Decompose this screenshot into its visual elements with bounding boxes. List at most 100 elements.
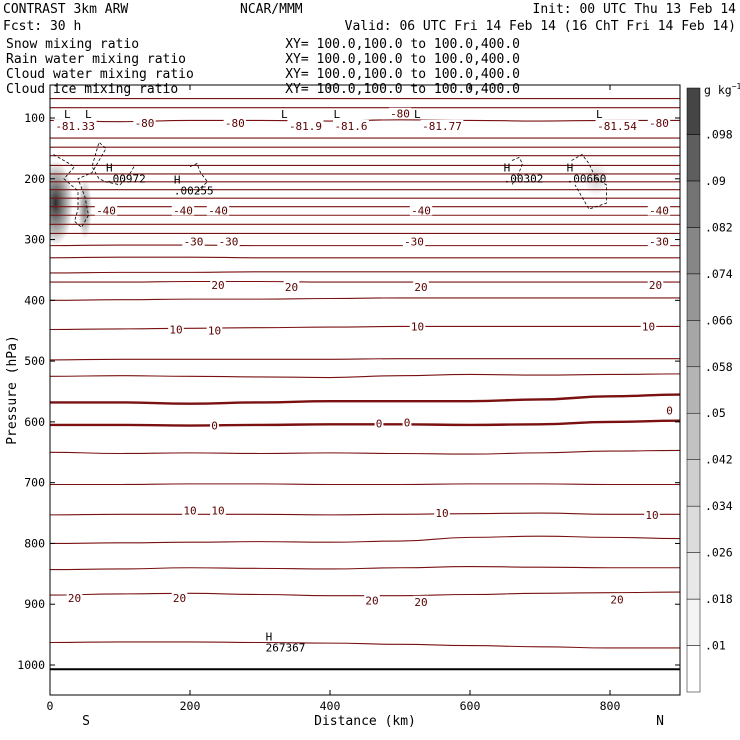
colorbar-label: .082 [705, 220, 733, 234]
contour-label-bg [283, 280, 300, 292]
valid-time: Valid: 06 UTC Fri 14 Feb 14 (16 ChT Fri … [345, 19, 736, 34]
contour-label-bg [647, 204, 671, 216]
contour-label: 0 [376, 418, 383, 431]
extremum-marker: H [567, 161, 574, 174]
y-tick-label: 1000 [17, 658, 45, 672]
colorbar-swatch [686, 552, 701, 600]
temperature-contour [50, 271, 680, 274]
colorbar-swatch [686, 273, 701, 321]
contour-label-bg [287, 119, 324, 131]
y-tick-label: 500 [24, 354, 45, 368]
y-tick-label: 800 [24, 536, 45, 550]
contour-label: -81.77 [422, 120, 462, 133]
x-tick-label: 400 [320, 699, 341, 713]
temperature-contour [50, 256, 680, 259]
contour-label: 0 [404, 416, 411, 429]
y-tick-label: 600 [24, 415, 45, 429]
contour-label-bg [206, 324, 223, 336]
contour-label-bg [171, 592, 188, 604]
extremum-marker: L [64, 108, 71, 121]
field-name: Rain water mixing ratio [6, 52, 186, 67]
contour-label-bg [647, 116, 671, 128]
contour-label: -81.33 [55, 120, 95, 133]
colorbar-swatch [686, 320, 701, 368]
contour-label-bg [182, 235, 205, 247]
contour-label: 10 [208, 325, 221, 338]
temperature-contour [50, 512, 680, 516]
cloud-contour [53, 141, 135, 229]
colorbar: .01 .018 .026 .034 .042 .05 .058 .066 .074 .082 .0… [686, 87, 733, 693]
contour-label-bg [402, 235, 426, 247]
init-time: Init: 00 UTC Thu 13 Feb 14 [533, 2, 737, 17]
colorbar-label: .098 [705, 127, 733, 141]
contour-label: 10 [169, 324, 182, 337]
contour-label: 20 [173, 592, 186, 605]
colorbar-swatch [686, 366, 701, 414]
y-tick-label: 400 [24, 293, 45, 307]
colorbar-label: .074 [705, 267, 733, 281]
colorbar-label: .05 [705, 406, 726, 420]
contour-label-bg [413, 595, 429, 607]
colorbar-swatch [686, 412, 701, 460]
colorbar-label: .066 [705, 313, 733, 327]
y-tick-label: 900 [24, 597, 45, 611]
field-name: Cloud ice mixing ratio [6, 82, 178, 97]
colorbar-label: .018 [705, 592, 733, 606]
plot-frame [49, 84, 681, 696]
contour-label: -80 [135, 117, 155, 130]
y-tick-label: 300 [24, 233, 45, 247]
contour-label: -30 [404, 235, 424, 248]
contour-label-bg [168, 323, 184, 335]
contour-label: 0 [666, 404, 673, 417]
contour-label: 20 [68, 592, 81, 605]
contour-label: 10 [435, 507, 448, 520]
colorbar-label: .042 [705, 453, 733, 467]
contour-label-bg [374, 417, 384, 429]
extremum-marker: H [106, 161, 113, 174]
colorbar-swatch [686, 459, 701, 507]
temperature-contour [50, 393, 680, 405]
x-axis: 0 200 400 600 800 [47, 85, 620, 713]
colorbar-label: .034 [705, 499, 733, 513]
x-end-label-left: S [82, 714, 90, 729]
contour-label: 20 [414, 281, 427, 294]
colorbar-swatch [686, 180, 701, 228]
contour-label-bg [647, 279, 664, 291]
colorbar-unit: g kg−1 [704, 82, 740, 97]
contour-label: 20 [365, 595, 378, 608]
contour-label: -40 [208, 204, 228, 217]
cloud-contour [571, 153, 607, 210]
extremum-marker: L [85, 108, 92, 121]
contour-label: -40 [649, 204, 669, 217]
contour-labels: -81.33 -80 -80 -81.9 -81.6 -80 -81.77 -81.54 -80… [53, 107, 674, 609]
contour-label: -30 [219, 235, 239, 248]
temperature-contour [50, 297, 680, 301]
y-tick-label: 200 [24, 172, 45, 186]
extremum-marker: H [174, 174, 181, 187]
cloud-contours [53, 141, 607, 229]
contour-label: -80 [649, 117, 669, 130]
contour-label: 10 [211, 505, 224, 518]
contour-label: 0 [211, 420, 218, 433]
contour-label-bg [210, 504, 226, 516]
contour-label-bg [647, 235, 671, 247]
temperature-contour [50, 483, 680, 486]
contour-label-bg [210, 279, 226, 291]
contour-label: -81.6 [334, 120, 367, 133]
shade-blob [78, 178, 92, 240]
contour-label-bg [644, 508, 660, 520]
contour-label-bg [171, 204, 195, 216]
contour-label: 20 [610, 593, 623, 606]
contour-label-bg [53, 119, 97, 131]
contour-label: 20 [414, 596, 427, 609]
contour-label-bg [413, 280, 429, 292]
contour-label-bg [182, 504, 198, 516]
colorbar-swatch [686, 134, 701, 182]
contour-label-bg [665, 404, 674, 416]
contour-label: -81.54 [597, 120, 637, 133]
contour-label: 10 [645, 509, 658, 522]
extremum-value: .00302 [504, 172, 544, 185]
extremum-marker: L [596, 108, 603, 121]
